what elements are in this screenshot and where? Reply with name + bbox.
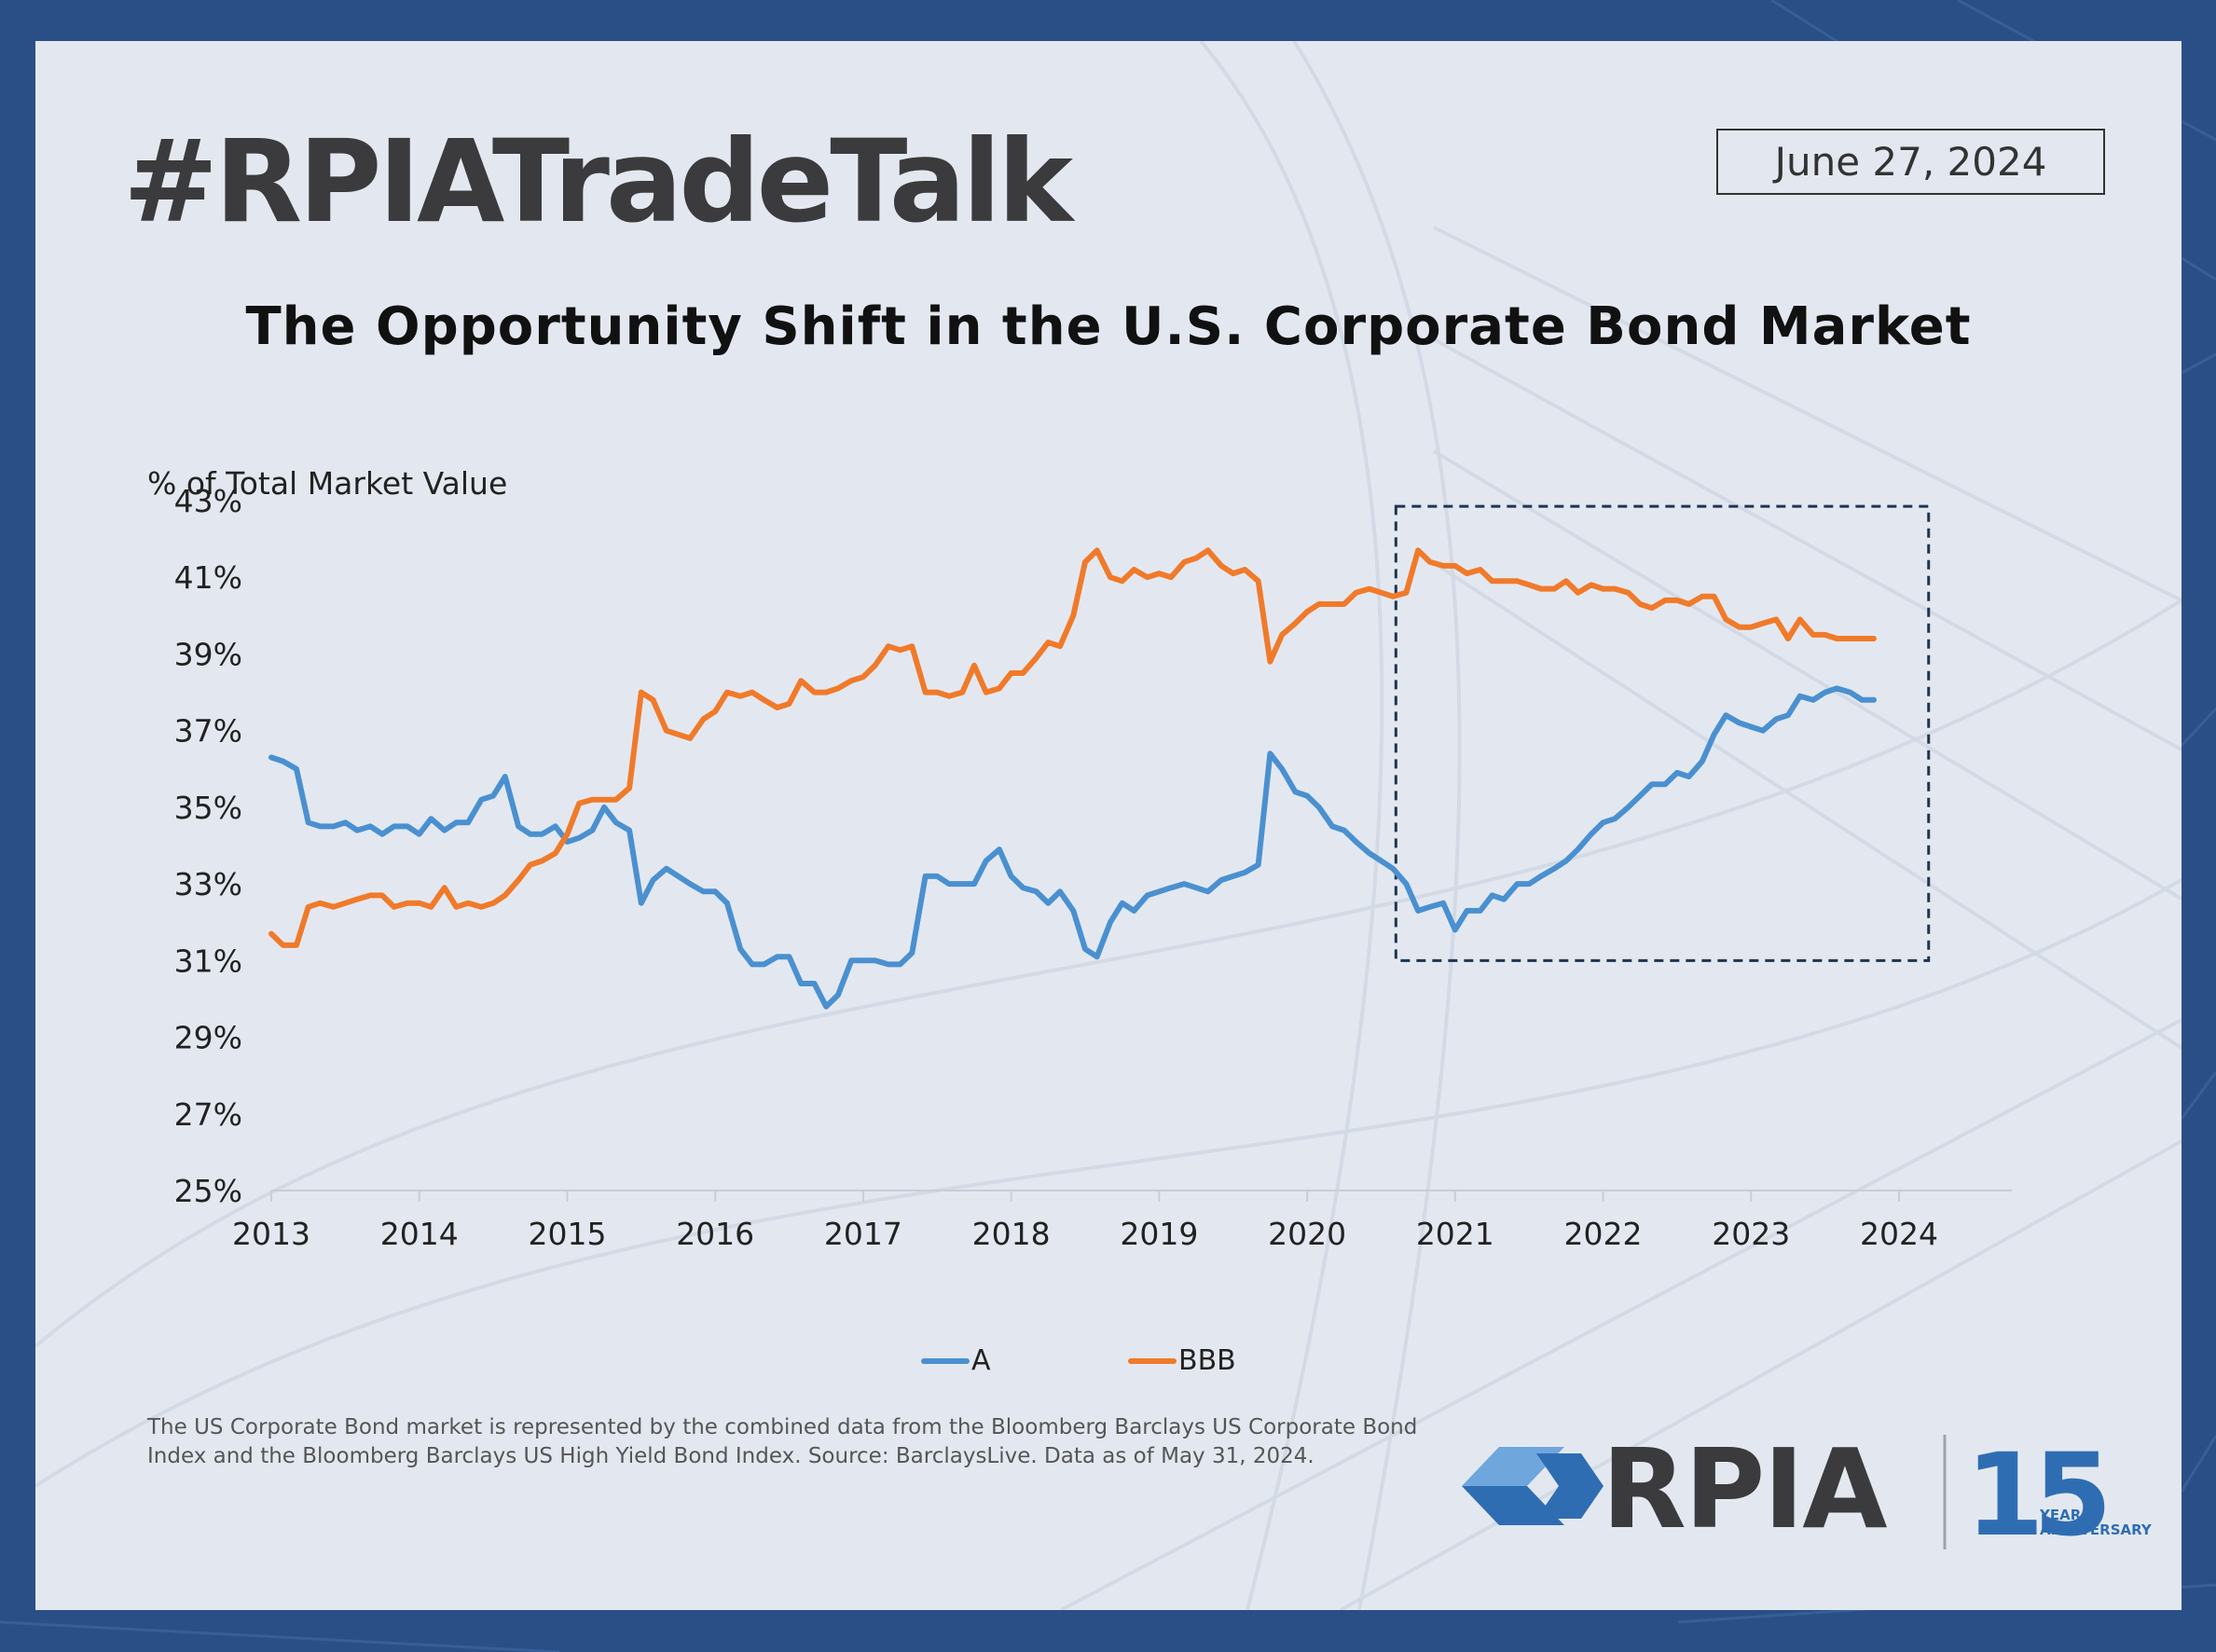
x-tick-label: 2024 xyxy=(1860,1216,1938,1252)
hashtag-title: #RPIATradeTalk xyxy=(123,116,1073,248)
y-tick-label: 41% xyxy=(174,559,242,596)
x-tick-label: 2019 xyxy=(1120,1216,1198,1252)
legend-item-a: A xyxy=(921,1343,991,1377)
y-tick-label: 25% xyxy=(174,1173,242,1209)
x-tick-label: 2014 xyxy=(380,1216,459,1252)
x-tick-label: 2020 xyxy=(1268,1216,1346,1252)
logo-tagline-anniversary: ANNIVERSARY xyxy=(2040,1521,2152,1538)
rpia-logo: RPIA 15 YEAR ANNIVERSARY xyxy=(1462,1430,2152,1562)
series-line-bbb xyxy=(268,547,1877,948)
x-tick-label: 2018 xyxy=(972,1216,1051,1252)
x-tick-label: 2013 xyxy=(232,1216,310,1252)
y-tick-label: 29% xyxy=(174,1020,242,1056)
logo-anniversary-number: 15 xyxy=(1965,1430,2105,1562)
y-tick-label: 37% xyxy=(174,713,242,750)
x-tick-label: 2017 xyxy=(824,1216,902,1252)
decorative-arcs xyxy=(35,41,2182,1610)
y-tick-label: 39% xyxy=(174,636,242,672)
y-tick-label: 33% xyxy=(174,866,242,902)
legend-swatch-bbb xyxy=(1128,1357,1177,1364)
x-tick-label: 2015 xyxy=(528,1216,606,1252)
logo-tagline-year: YEAR xyxy=(2039,1507,2082,1523)
y-axis-label: % of Total Market Value xyxy=(147,465,508,502)
date-badge: June 27, 2024 xyxy=(1716,129,2105,195)
x-tick-label: 2023 xyxy=(1712,1216,1790,1252)
legend-label-bbb: BBB xyxy=(1178,1344,1236,1377)
logo-wordmark: RPIA xyxy=(1602,1430,1887,1553)
legend-label-a: A xyxy=(971,1344,991,1377)
y-tick-label: 31% xyxy=(174,943,242,979)
series-line-a xyxy=(268,685,1877,1010)
y-tick-label: 27% xyxy=(174,1096,242,1133)
chevron-logo-icon xyxy=(1462,1447,1604,1525)
chart-title: The Opportunity Shift in the U.S. Corpor… xyxy=(245,296,1972,357)
y-tick-label: 35% xyxy=(174,790,242,826)
legend-item-bbb: BBB xyxy=(1128,1343,1236,1377)
highlight-box xyxy=(1394,504,1931,962)
source-footnote: The US Corporate Bond market is represen… xyxy=(147,1415,1418,1468)
x-tick-label: 2021 xyxy=(1416,1216,1494,1252)
line-chart: 25% 27% 29% 31% 33% 35% 37% 39% 41% 43% 2013 2014 20… xyxy=(174,483,2012,1252)
x-tick-label: 2022 xyxy=(1564,1216,1643,1252)
content-card: #RPIATradeTalk June 27, 2024 The Opportu… xyxy=(35,41,2182,1610)
y-tick-label: 43% xyxy=(174,483,242,519)
legend-swatch-a xyxy=(921,1357,970,1364)
x-tick-label: 2016 xyxy=(676,1216,754,1252)
